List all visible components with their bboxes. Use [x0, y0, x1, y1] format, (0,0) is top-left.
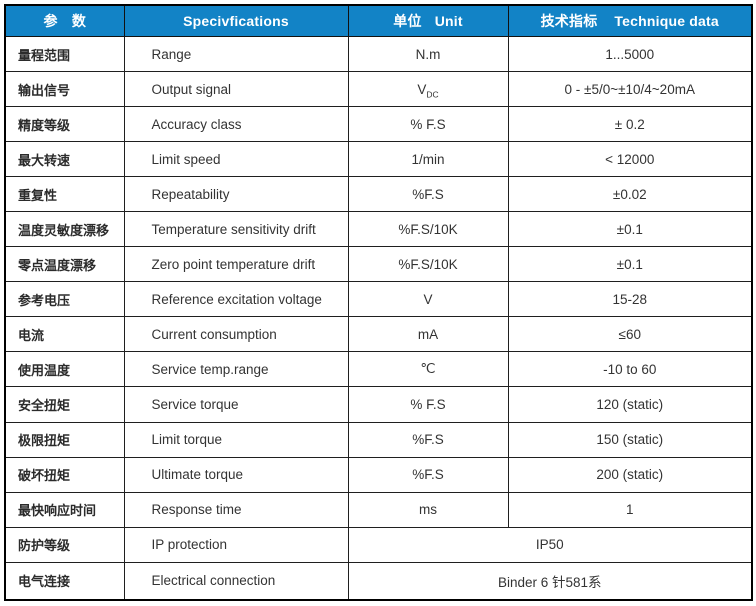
unit-cell: mA [347, 316, 509, 353]
unit-cell: VDC [347, 71, 509, 108]
unit-cell: V [347, 281, 509, 318]
header-technique-data: 技术指标 Technique data [507, 4, 753, 37]
spec-value: 1...5000 [507, 35, 753, 73]
unit-cell: % F.S [347, 386, 509, 423]
unit-cell: 1/min [347, 141, 509, 178]
param-name-en: Limit torque [123, 421, 349, 458]
spec-value: ≤60 [507, 316, 753, 353]
table-row: 参考电压 Reference excitation voltage V 15-28 [4, 281, 753, 318]
param-name-cn: 极限扭矩 [4, 421, 125, 458]
param-name-en: Temperature sensitivity drift [123, 211, 349, 248]
param-name-cn: 零点温度漂移 [4, 246, 125, 283]
param-name-cn: 参考电压 [4, 281, 125, 318]
table-row: 输出信号 Output signal VDC 0 - ±5/0~±10/4~20mA [4, 71, 753, 108]
table-row: 零点温度漂移 Zero point temperature drift %F.S/1… [4, 246, 753, 283]
table-row: 量程范围 Range N.m 1...5000 [4, 35, 753, 73]
param-name-cn: 最大转速 [4, 141, 125, 178]
param-name-en: Service torque [123, 386, 349, 423]
header-tech-cn: 技术指标 [540, 13, 598, 29]
table-row: 温度灵敏度漂移 Temperature sensitivity drift %F.S… [4, 211, 753, 248]
param-name-en: Current consumption [123, 316, 349, 353]
unit-cell: %F.S [347, 421, 509, 458]
unit-main: V [417, 81, 427, 97]
param-name-cn: 重复性 [4, 176, 125, 213]
param-name-en: Output signal [123, 71, 349, 108]
spec-value: ±0.1 [507, 246, 753, 283]
spec-value: ± 0.2 [507, 106, 753, 143]
param-name-en: Range [123, 35, 349, 73]
param-name-en: Repeatability [123, 176, 349, 213]
unit-cell: %F.S/10K [347, 211, 509, 248]
unit-cell: %F.S [347, 456, 509, 493]
spec-value: ±0.02 [507, 176, 753, 213]
table-row: 极限扭矩 Limit torque %F.S 150 (static) [4, 421, 753, 458]
table-row: 安全扭矩 Service torque% F.S 120 (static) [4, 386, 753, 423]
param-name-cn: 输出信号 [4, 71, 125, 108]
spec-table-body: 量程范围 Range N.m 1...5000 输出信号 Output signal VDC… [4, 35, 753, 601]
param-name-en: Response time [123, 491, 349, 528]
param-name-cn: 量程范围 [4, 35, 125, 73]
param-name-en: Electrical connection [123, 561, 349, 601]
param-name-en: Limit speed [123, 141, 349, 178]
param-name-en: Accuracy class [123, 106, 349, 143]
unit-cell: ms [347, 491, 509, 528]
param-name-en: Reference excitation voltage [123, 281, 349, 318]
spec-value: IP50 [347, 526, 753, 563]
header-tech-en: Technique data [614, 13, 719, 29]
param-name-cn: 防护等级 [4, 526, 125, 563]
table-row: 防护等级 IP protection IP50 [4, 526, 753, 563]
header-unit-cn: 单位 [393, 13, 422, 29]
spec-value: -10 to 60 [507, 351, 753, 388]
spec-value: 150 (static) [507, 421, 753, 458]
spec-value: 1 [507, 491, 753, 528]
header-param: 参 数 [4, 4, 125, 37]
param-name-cn: 电流 [4, 316, 125, 353]
param-name-en: Ultimate torque [123, 456, 349, 493]
header-unit-en: Unit [434, 13, 463, 29]
table-row: 最大转速 Limit speed 1/min < 12000 [4, 141, 753, 178]
unit-cell: %F.S [347, 176, 509, 213]
table-header: 参 数 Specivfications 单位 Unit 技术指标 Technique… [4, 4, 753, 37]
param-name-cn: 使用温度 [4, 351, 125, 388]
header-param-label: 参 数 [43, 13, 87, 29]
spec-value: < 12000 [507, 141, 753, 178]
unit-cell: N.m [347, 35, 509, 73]
spec-table: 参 数 Specivfications 单位 Unit 技术指标 Technique… [4, 4, 753, 601]
param-name-cn: 电气连接 [4, 561, 125, 601]
param-name-en: IP protection [123, 526, 349, 563]
spec-value: 120 (static) [507, 386, 753, 423]
param-name-cn: 温度灵敏度漂移 [4, 211, 125, 248]
spec-value: 0 - ±5/0~±10/4~20mA [507, 71, 753, 108]
spec-value: ±0.1 [507, 211, 753, 248]
table-row: 破坏扭矩 Ultimate torque %F.S 200 (static) [4, 456, 753, 493]
table-row: 重复性 Repeatability %F.S ±0.02 [4, 176, 753, 213]
param-name-cn: 安全扭矩 [4, 386, 125, 423]
param-name-cn: 最快响应时间 [4, 491, 125, 528]
table-row: 最快响应时间 Response time ms 1 [4, 491, 753, 528]
param-name-cn: 精度等级 [4, 106, 125, 143]
unit-subscript: DC [426, 89, 439, 100]
table-row: 电气连接 Electrical connection Binder 6 针581系 [4, 561, 753, 601]
table-row: 电流 Current consumption mA ≤60 [4, 316, 753, 353]
unit-cell: %F.S/10K [347, 246, 509, 283]
param-name-en: Service temp.range [123, 351, 349, 388]
header-row: 参 数 Specivfications 单位 Unit 技术指标 Technique… [4, 4, 753, 37]
spec-value: 15-28 [507, 281, 753, 318]
param-name-cn: 破坏扭矩 [4, 456, 125, 493]
param-name-en: Zero point temperature drift [123, 246, 349, 283]
spec-value: Binder 6 针581系 [347, 561, 753, 601]
header-specifications: Specivfications [123, 4, 349, 37]
table-row: 精度等级 Accuracy class% F.S ± 0.2 [4, 106, 753, 143]
spec-value: 200 (static) [507, 456, 753, 493]
unit-cell: % F.S [347, 106, 509, 143]
header-spec-label: Specivfications [183, 13, 289, 29]
table-row: 使用温度 Service temp.range ℃ -10 to 60 [4, 351, 753, 388]
header-unit: 单位 Unit [347, 4, 509, 37]
unit-cell: ℃ [347, 351, 509, 388]
